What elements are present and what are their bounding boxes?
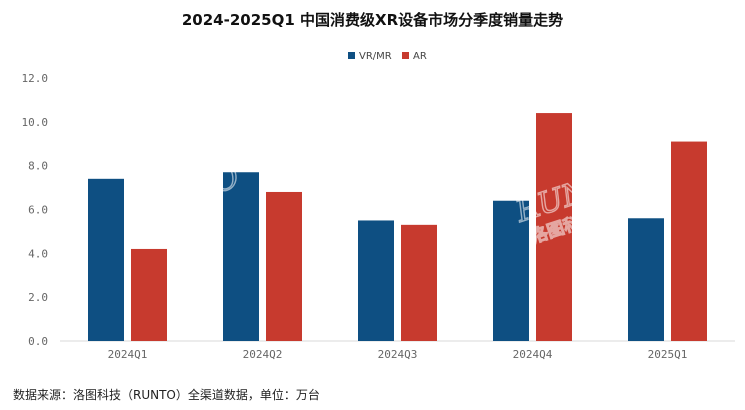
- bar-ar-2024q2: [266, 191, 302, 341]
- bar-ar-2024q3: [401, 224, 437, 341]
- bar-vr-mr-2024q3: [358, 220, 394, 341]
- x-tick-label: 2024Q4: [513, 348, 553, 361]
- legend-swatch-0: [348, 52, 355, 59]
- bar-vr-mr-2024q2: [223, 172, 259, 341]
- y-tick-label: 0.0: [28, 335, 48, 348]
- y-tick-label: 4.0: [28, 247, 48, 260]
- y-tick-label: 2.0: [28, 291, 48, 304]
- bar-ar-2024q4: [536, 113, 572, 341]
- bar-ar-2025q1: [671, 141, 707, 341]
- data-source-note: 数据来源：洛图科技（RUNTO）全渠道数据，单位：万台: [13, 388, 320, 402]
- x-tick-label: 2024Q2: [243, 348, 283, 361]
- x-tick-label: 2025Q1: [648, 348, 688, 361]
- bar-vr-mr-2024q1: [88, 178, 124, 341]
- y-tick-label: 12.0: [22, 72, 49, 85]
- legend-swatch-1: [402, 52, 409, 59]
- legend-label-1: AR: [413, 51, 427, 62]
- bar-vr-mr-2025q1: [628, 218, 664, 341]
- y-tick-label: 6.0: [28, 204, 48, 217]
- legend-label-0: VR/MR: [359, 51, 392, 62]
- bar-ar-2024q1: [131, 248, 167, 341]
- y-tick-label: 8.0: [28, 160, 48, 173]
- x-tick-label: 2024Q3: [378, 348, 418, 361]
- x-tick-label: 2024Q1: [108, 348, 148, 361]
- bar-vr-mr-2024q4: [493, 200, 529, 341]
- chart-title: 2024-2025Q1 中国消费级XR设备市场分季度销量走势: [181, 11, 564, 29]
- y-tick-label: 10.0: [22, 116, 49, 129]
